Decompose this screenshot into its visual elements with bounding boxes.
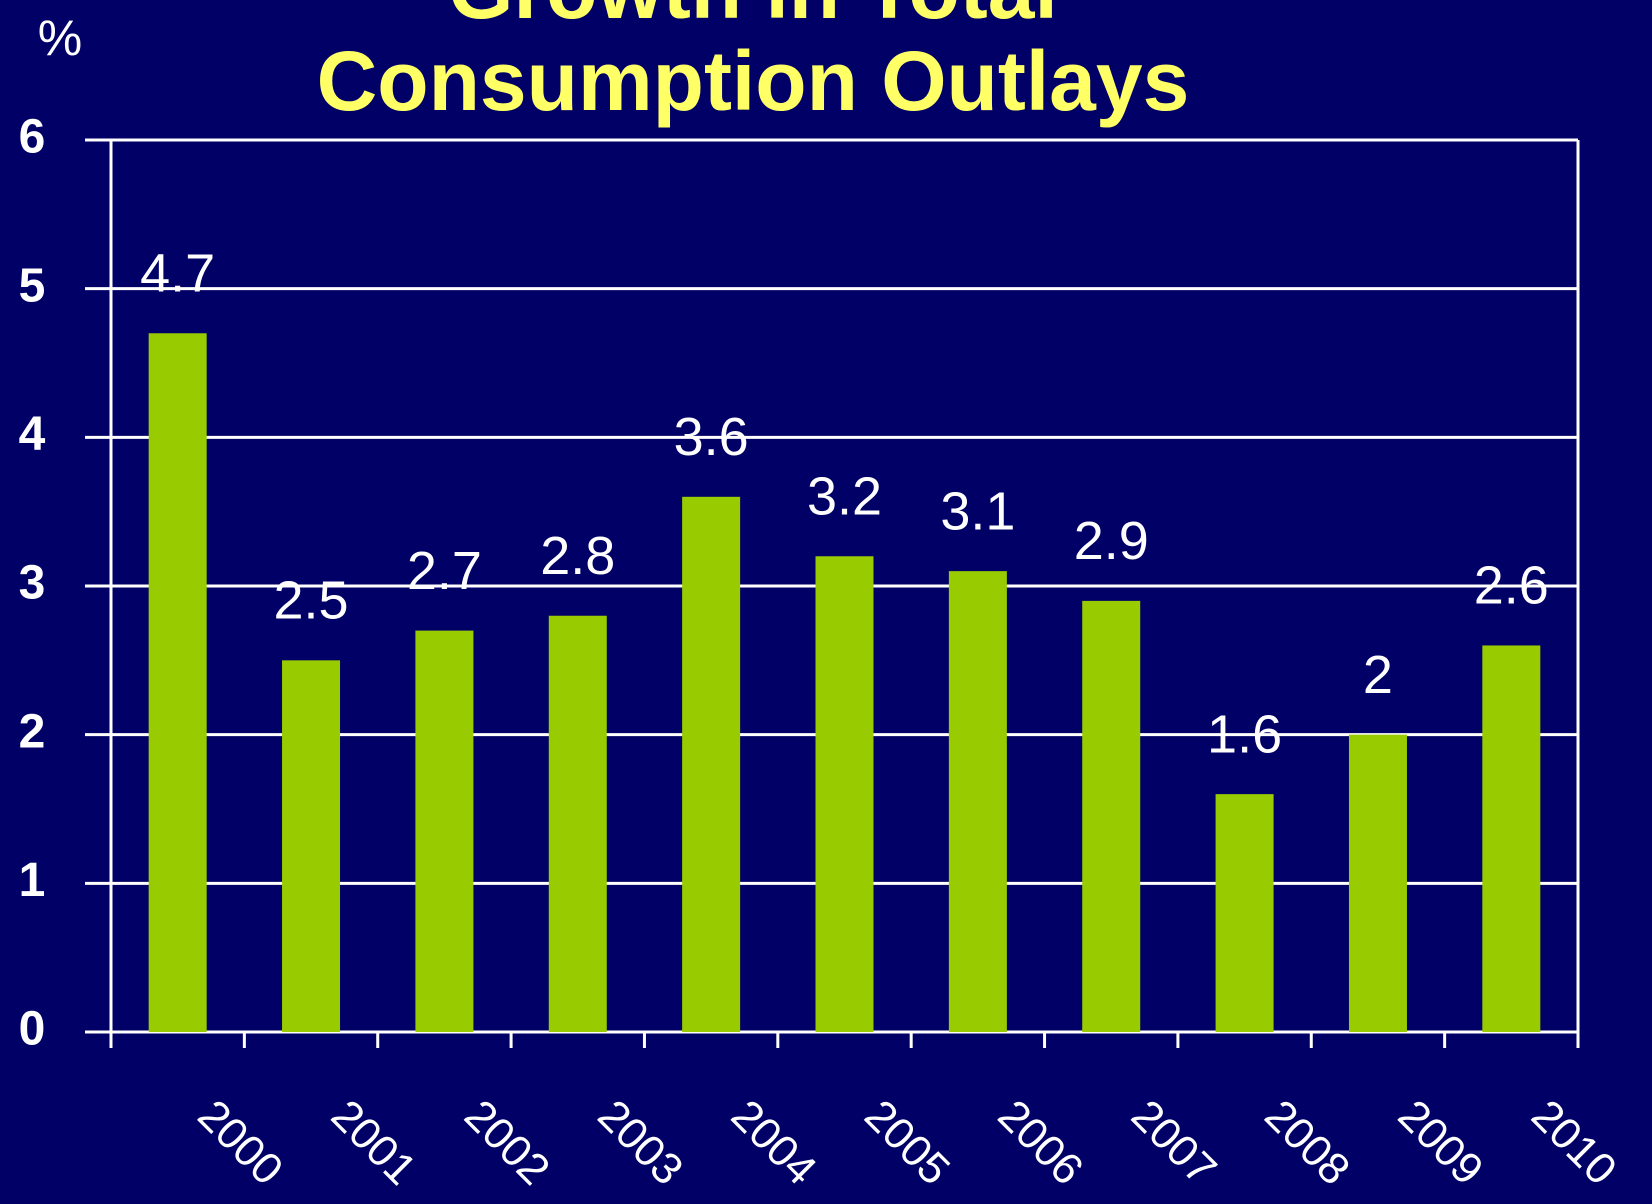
y-tick-label: 5: [19, 259, 46, 312]
data-label: 2.7: [407, 541, 482, 601]
y-axis-label: %: [38, 10, 82, 66]
bar: [282, 660, 341, 1032]
data-label: 2.9: [1074, 511, 1149, 571]
bar: [682, 496, 741, 1032]
bar: [1215, 794, 1274, 1032]
y-tick-label: 0: [19, 1003, 46, 1056]
bar: [948, 571, 1007, 1032]
data-label: 4.7: [140, 244, 215, 304]
data-label: 2.8: [540, 526, 615, 586]
bar: [415, 630, 474, 1032]
bar: [1482, 645, 1541, 1032]
chart-title: Consumption Outlays: [317, 34, 1190, 128]
bar: [148, 333, 207, 1032]
y-tick-label: 1: [19, 854, 46, 907]
y-tick-label: 2: [19, 705, 46, 758]
y-tick-label: 3: [19, 557, 46, 610]
data-label: 3.6: [674, 407, 749, 467]
chart-title: Growth in Total: [448, 0, 1058, 36]
y-tick-label: 6: [19, 111, 46, 164]
data-label: 1.6: [1207, 704, 1282, 764]
data-label: 3.2: [807, 467, 882, 527]
data-label: 3.1: [940, 481, 1015, 541]
data-label: 2: [1363, 645, 1393, 705]
bar: [1348, 734, 1407, 1032]
data-label: 2.6: [1474, 556, 1549, 616]
data-label: 2.5: [274, 571, 349, 631]
bar: [815, 556, 874, 1032]
bar: [548, 615, 607, 1032]
y-tick-label: 4: [19, 408, 46, 461]
bar: [1082, 600, 1141, 1032]
